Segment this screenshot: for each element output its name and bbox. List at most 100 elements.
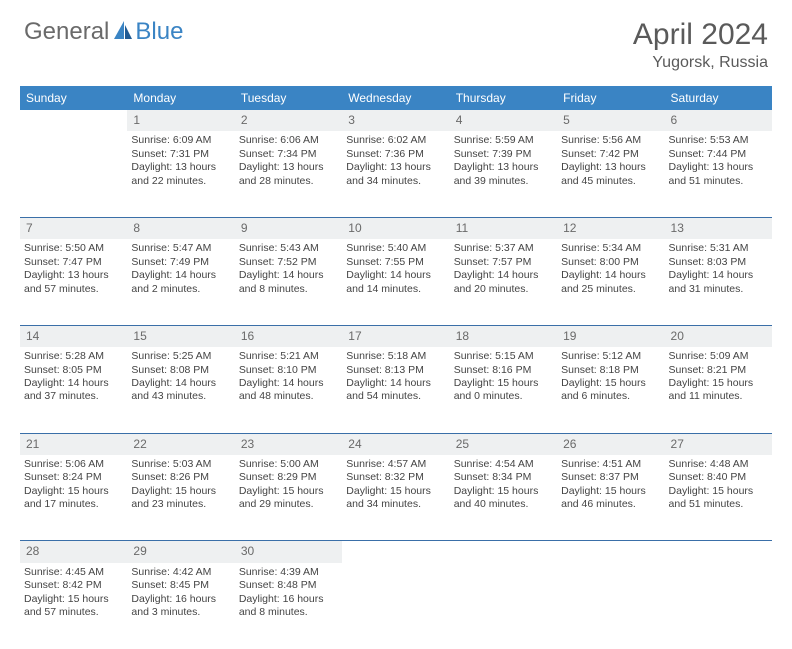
sunrise-text: Sunrise: 6:06 AM [239,134,338,147]
day2-text: and 3 minutes. [131,606,230,619]
sunrise-text: Sunrise: 5:18 AM [346,350,445,363]
day-number: 25 [450,434,557,455]
daynum-row: 78910111213 [20,218,772,239]
sunrise-text: Sunrise: 5:15 AM [454,350,553,363]
day2-text: and 25 minutes. [561,283,660,296]
sunset-text: Sunset: 8:13 PM [346,364,445,377]
day-cell: Sunrise: 5:06 AMSunset: 8:24 PMDaylight:… [20,455,127,541]
sunset-text: Sunset: 7:57 PM [454,256,553,269]
day-number [342,541,449,562]
day2-text: and 28 minutes. [239,175,338,188]
day1-text: Daylight: 15 hours [669,377,768,390]
sunset-text: Sunset: 8:10 PM [239,364,338,377]
day-number: 6 [665,110,772,131]
day-cell: Sunrise: 5:47 AMSunset: 7:49 PMDaylight:… [127,239,234,325]
day-cell [557,563,664,649]
day-cell: Sunrise: 4:54 AMSunset: 8:34 PMDaylight:… [450,455,557,541]
day-number: 24 [342,434,449,455]
day-number: 21 [20,434,127,455]
day-number: 20 [665,326,772,347]
sunset-text: Sunset: 8:00 PM [561,256,660,269]
day2-text: and 22 minutes. [131,175,230,188]
weekday-header: Monday [127,86,234,110]
sunset-text: Sunset: 8:32 PM [346,471,445,484]
day1-text: Daylight: 15 hours [669,485,768,498]
sunset-text: Sunset: 8:26 PM [131,471,230,484]
day1-text: Daylight: 15 hours [454,377,553,390]
day-number: 16 [235,326,342,347]
sunset-text: Sunset: 7:49 PM [131,256,230,269]
day-number: 10 [342,218,449,239]
day-number [20,110,127,131]
sunrise-text: Sunrise: 4:39 AM [239,566,338,579]
day2-text: and 31 minutes. [669,283,768,296]
day-number: 3 [342,110,449,131]
day-cell [342,563,449,649]
sunset-text: Sunset: 8:03 PM [669,256,768,269]
day2-text: and 8 minutes. [239,283,338,296]
weekday-header: Wednesday [342,86,449,110]
title-block: April 2024 Yugorsk, Russia [633,18,768,72]
day-cell: Sunrise: 5:09 AMSunset: 8:21 PMDaylight:… [665,347,772,433]
day2-text: and 45 minutes. [561,175,660,188]
day2-text: and 2 minutes. [131,283,230,296]
day2-text: and 57 minutes. [24,283,123,296]
day-number: 14 [20,326,127,347]
day1-text: Daylight: 15 hours [239,485,338,498]
day2-text: and 57 minutes. [24,606,123,619]
week-row: Sunrise: 5:28 AMSunset: 8:05 PMDaylight:… [20,347,772,433]
day1-text: Daylight: 14 hours [346,377,445,390]
sunrise-text: Sunrise: 4:51 AM [561,458,660,471]
sunset-text: Sunset: 8:16 PM [454,364,553,377]
day2-text: and 34 minutes. [346,498,445,511]
sunset-text: Sunset: 7:55 PM [346,256,445,269]
day1-text: Daylight: 14 hours [24,377,123,390]
sunset-text: Sunset: 8:48 PM [239,579,338,592]
day1-text: Daylight: 15 hours [454,485,553,498]
day-cell: Sunrise: 4:45 AMSunset: 8:42 PMDaylight:… [20,563,127,649]
daynum-row: 14151617181920 [20,326,772,347]
day1-text: Daylight: 14 hours [561,269,660,282]
day-cell: Sunrise: 5:28 AMSunset: 8:05 PMDaylight:… [20,347,127,433]
day1-text: Daylight: 14 hours [131,269,230,282]
day-cell [450,563,557,649]
day-number: 26 [557,434,664,455]
day-number: 30 [235,541,342,562]
sunrise-text: Sunrise: 5:43 AM [239,242,338,255]
sunset-text: Sunset: 8:21 PM [669,364,768,377]
week-row: Sunrise: 5:06 AMSunset: 8:24 PMDaylight:… [20,455,772,541]
daynum-row: 21222324252627 [20,434,772,455]
day-cell: Sunrise: 5:12 AMSunset: 8:18 PMDaylight:… [557,347,664,433]
sunset-text: Sunset: 8:34 PM [454,471,553,484]
day-number: 15 [127,326,234,347]
week-row: Sunrise: 5:50 AMSunset: 7:47 PMDaylight:… [20,239,772,325]
day-number: 23 [235,434,342,455]
day2-text: and 54 minutes. [346,390,445,403]
sunset-text: Sunset: 8:45 PM [131,579,230,592]
day2-text: and 20 minutes. [454,283,553,296]
day1-text: Daylight: 13 hours [561,161,660,174]
day1-text: Daylight: 15 hours [561,377,660,390]
day1-text: Daylight: 13 hours [454,161,553,174]
day1-text: Daylight: 13 hours [131,161,230,174]
day-cell: Sunrise: 5:31 AMSunset: 8:03 PMDaylight:… [665,239,772,325]
brand-text-2: Blue [135,18,183,46]
day2-text: and 14 minutes. [346,283,445,296]
day-cell: Sunrise: 4:57 AMSunset: 8:32 PMDaylight:… [342,455,449,541]
day2-text: and 17 minutes. [24,498,123,511]
day-cell: Sunrise: 6:09 AMSunset: 7:31 PMDaylight:… [127,131,234,217]
day-cell: Sunrise: 5:56 AMSunset: 7:42 PMDaylight:… [557,131,664,217]
week-row: Sunrise: 4:45 AMSunset: 8:42 PMDaylight:… [20,563,772,649]
day1-text: Daylight: 15 hours [24,485,123,498]
day1-text: Daylight: 15 hours [131,485,230,498]
sunset-text: Sunset: 7:31 PM [131,148,230,161]
day-cell: Sunrise: 4:42 AMSunset: 8:45 PMDaylight:… [127,563,234,649]
day-cell: Sunrise: 5:37 AMSunset: 7:57 PMDaylight:… [450,239,557,325]
daynum-row: 282930 [20,541,772,562]
day-cell: Sunrise: 5:34 AMSunset: 8:00 PMDaylight:… [557,239,664,325]
sunset-text: Sunset: 8:42 PM [24,579,123,592]
day1-text: Daylight: 13 hours [24,269,123,282]
day1-text: Daylight: 13 hours [239,161,338,174]
day-cell: Sunrise: 4:48 AMSunset: 8:40 PMDaylight:… [665,455,772,541]
weekday-header: Sunday [20,86,127,110]
